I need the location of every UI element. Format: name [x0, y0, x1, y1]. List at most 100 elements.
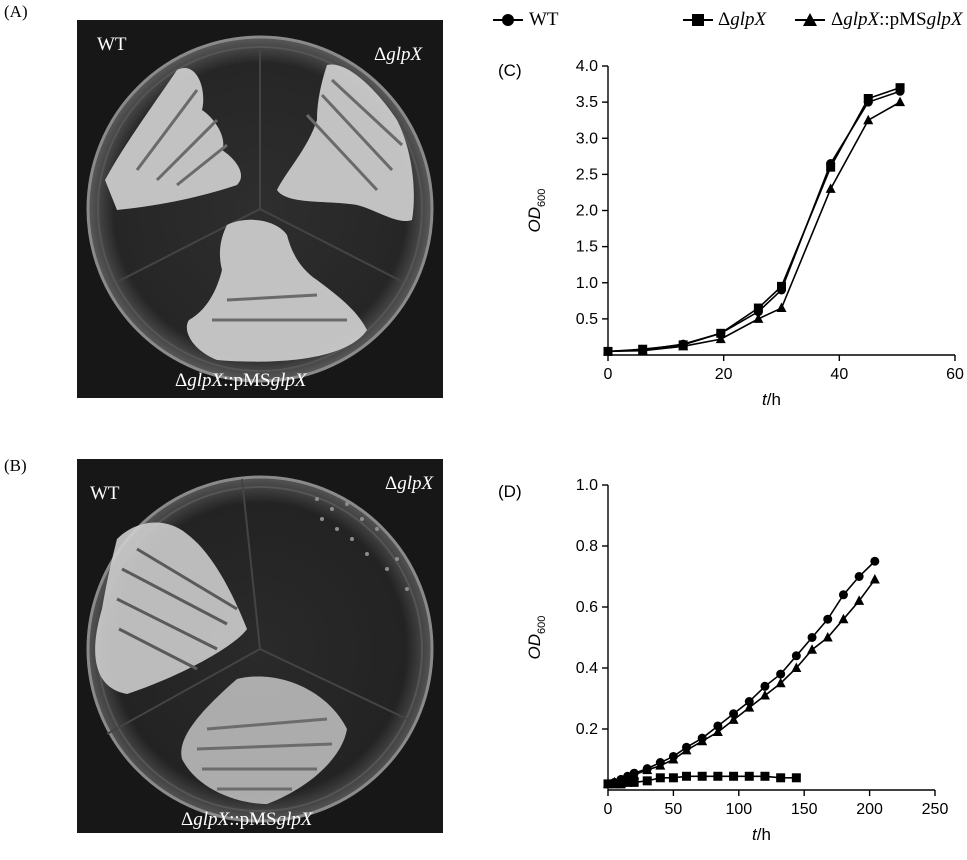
- data-point-circle: [870, 556, 880, 566]
- series-line: [607, 579, 876, 785]
- data-point-square: [826, 162, 836, 172]
- plate-a-label-mutant: ΔglpX: [374, 44, 423, 65]
- series-triangle: [603, 96, 906, 356]
- x-tick-label: 150: [791, 801, 818, 818]
- x-tick-label: 50: [665, 801, 683, 818]
- data-point-triangle: [681, 744, 692, 755]
- plate-b-label-wt: WT: [90, 483, 120, 504]
- chart-c: (C) 0 20 40 60 0.5 1.0 1.5 2.0 2.5 3.0 3.5 4.0 t/h OD6…: [498, 58, 964, 409]
- panel-label-d: (D): [498, 482, 522, 501]
- plate-photo-a: WT ΔglpX ΔglpX::pMSglpX: [77, 20, 443, 398]
- plate-a-label-wt: WT: [97, 34, 127, 55]
- data-point-triangle: [715, 333, 726, 344]
- y-tick-label: 2.5: [576, 166, 598, 183]
- data-point-square: [753, 303, 763, 313]
- y-tick-label: 0.5: [576, 311, 598, 328]
- data-point-triangle: [895, 96, 906, 107]
- data-point-square: [642, 776, 652, 786]
- data-point-triangle: [863, 114, 874, 125]
- y-tick-label: 1.0: [576, 477, 598, 494]
- plate-photo-b: WT ΔglpX ΔglpX::pMSglpX: [77, 459, 443, 833]
- data-point-square: [681, 771, 691, 781]
- data-point-triangle: [642, 764, 653, 775]
- data-point-triangle: [668, 754, 679, 764]
- plate-b-label-mutant: ΔglpX: [385, 473, 434, 494]
- data-point-triangle: [616, 775, 627, 785]
- panel-label-a: (A): [4, 2, 28, 21]
- data-point-circle: [838, 590, 848, 600]
- series-square: [603, 83, 905, 356]
- legend-item-complemented: ΔglpX::pMSglpX: [831, 9, 963, 30]
- plate-b-label-complemented: ΔglpX::pMSglpX: [181, 809, 313, 830]
- data-point-square: [777, 281, 786, 291]
- data-point-triangle: [728, 714, 739, 724]
- data-point-triangle: [678, 340, 689, 351]
- data-point-triangle: [822, 632, 833, 642]
- data-point-triangle: [655, 760, 666, 770]
- y-tick-label: 3.5: [576, 94, 598, 111]
- data-point-square: [863, 94, 873, 104]
- series-triangle: [603, 574, 880, 788]
- data-point-triangle: [697, 735, 708, 746]
- data-point-circle: [823, 614, 833, 624]
- plate-b-drawing: [86, 475, 434, 823]
- data-point-triangle: [869, 574, 880, 584]
- legend-square-marker: [692, 14, 704, 26]
- panel-label-b: (B): [4, 456, 27, 475]
- legend-circle-marker: [502, 14, 514, 26]
- data-point-circle: [744, 697, 754, 707]
- plate-a-drawing: [86, 35, 434, 383]
- chart-d: (D) 0 50 100 150 200 250 0.2 0.4 0.6 0.8 1.0 t/h OD60…: [498, 477, 948, 844]
- data-point-circle: [791, 651, 801, 661]
- data-point-circle: [776, 669, 786, 679]
- data-point-triangle: [603, 345, 613, 356]
- x-axis-label: t/h: [762, 390, 781, 409]
- data-point-square: [623, 777, 633, 787]
- data-point-circle: [854, 572, 864, 581]
- x-tick-label: 250: [922, 801, 949, 818]
- data-point-triangle: [854, 595, 865, 605]
- legend-item-wt: WT: [529, 9, 559, 30]
- x-tick-label: 0: [604, 366, 613, 383]
- data-point-square: [760, 771, 770, 781]
- data-point-triangle: [622, 772, 633, 782]
- y-axis-label: OD600: [525, 189, 548, 233]
- data-point-triangle: [629, 769, 640, 779]
- data-point-circle: [760, 681, 770, 691]
- y-tick-label: 1.0: [576, 275, 598, 292]
- data-point-triangle: [825, 183, 836, 193]
- data-point-square: [668, 773, 678, 783]
- data-point-circle: [729, 709, 739, 719]
- y-axis-label: OD600: [525, 616, 548, 660]
- data-point-triangle: [744, 702, 755, 712]
- data-point-square: [629, 777, 639, 787]
- data-point-square: [697, 771, 707, 781]
- y-tick-label: 0.2: [576, 721, 598, 738]
- series-circle: [603, 86, 905, 356]
- data-point-triangle: [759, 689, 770, 700]
- data-point-square: [776, 773, 786, 783]
- data-point-circle: [713, 721, 723, 731]
- data-point-square: [713, 771, 723, 781]
- legend-markers: [493, 13, 825, 26]
- y-tick-label: 0.6: [576, 599, 598, 616]
- x-tick-label: 200: [856, 801, 883, 818]
- data-point-triangle: [838, 613, 849, 624]
- x-tick-label: 100: [725, 801, 752, 818]
- data-point-triangle: [753, 313, 764, 323]
- legend-triangle-marker: [803, 13, 817, 26]
- data-point-triangle: [775, 677, 786, 688]
- y-tick-label: 0.8: [576, 538, 598, 555]
- data-point-triangle: [791, 662, 802, 672]
- x-tick-label: 20: [715, 366, 733, 383]
- data-point-triangle: [807, 644, 818, 654]
- x-tick-label: 60: [946, 366, 964, 383]
- y-tick-label: 4.0: [576, 58, 598, 75]
- data-point-square: [791, 773, 801, 783]
- x-axis-label: t/h: [752, 825, 771, 844]
- y-tick-label: 0.4: [576, 660, 598, 677]
- data-point-triangle: [637, 345, 648, 355]
- y-tick-label: 1.5: [576, 239, 598, 256]
- x-tick-label: 0: [604, 801, 613, 818]
